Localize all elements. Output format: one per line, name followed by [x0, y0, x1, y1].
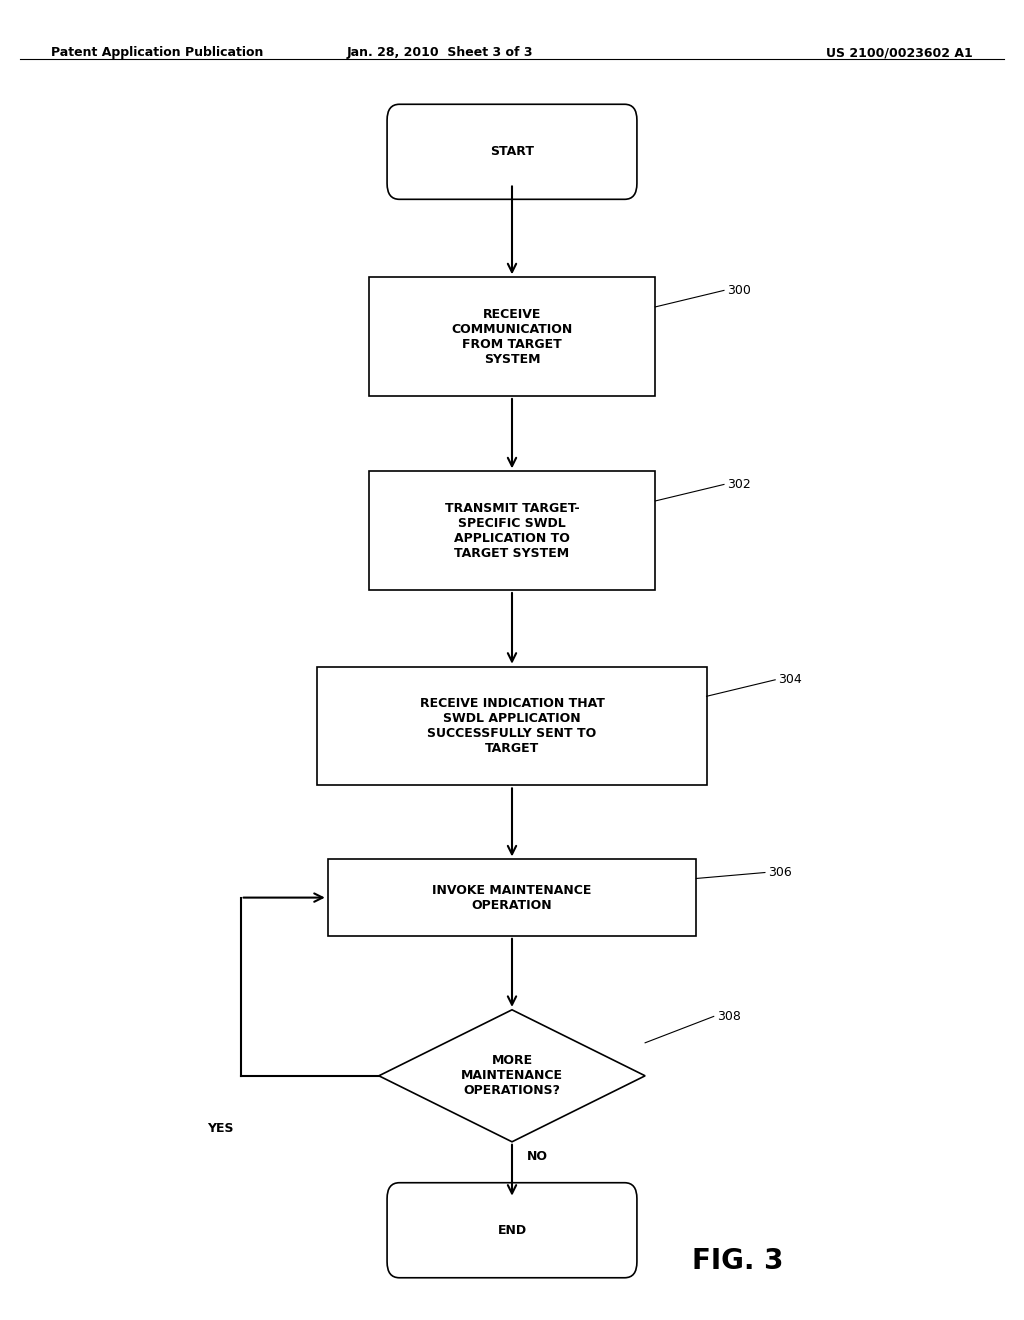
Text: 306: 306: [768, 866, 792, 879]
Text: Jan. 28, 2010  Sheet 3 of 3: Jan. 28, 2010 Sheet 3 of 3: [347, 46, 534, 59]
Text: 304: 304: [778, 673, 802, 686]
Text: MORE
MAINTENANCE
OPERATIONS?: MORE MAINTENANCE OPERATIONS?: [461, 1055, 563, 1097]
Text: YES: YES: [207, 1122, 233, 1135]
Bar: [369, 277, 655, 396]
Text: INVOKE MAINTENANCE
OPERATION: INVOKE MAINTENANCE OPERATION: [432, 883, 592, 912]
Text: END: END: [498, 1224, 526, 1237]
Text: RECEIVE INDICATION THAT
SWDL APPLICATION
SUCCESSFULLY SENT TO
TARGET: RECEIVE INDICATION THAT SWDL APPLICATION…: [420, 697, 604, 755]
FancyBboxPatch shape: [387, 104, 637, 199]
Text: 302: 302: [727, 478, 751, 491]
Text: FIG. 3: FIG. 3: [691, 1246, 783, 1275]
Text: START: START: [490, 145, 534, 158]
Bar: [317, 667, 707, 785]
Text: US 2100/0023602 A1: US 2100/0023602 A1: [826, 46, 973, 59]
Bar: [328, 859, 696, 936]
Text: RECEIVE
COMMUNICATION
FROM TARGET
SYSTEM: RECEIVE COMMUNICATION FROM TARGET SYSTEM: [452, 308, 572, 366]
FancyBboxPatch shape: [387, 1183, 637, 1278]
Bar: [369, 471, 655, 590]
Text: 300: 300: [727, 284, 751, 297]
Text: 308: 308: [717, 1010, 740, 1023]
Text: Patent Application Publication: Patent Application Publication: [51, 46, 263, 59]
Text: NO: NO: [527, 1151, 548, 1163]
Text: TRANSMIT TARGET-
SPECIFIC SWDL
APPLICATION TO
TARGET SYSTEM: TRANSMIT TARGET- SPECIFIC SWDL APPLICATI…: [444, 502, 580, 560]
Polygon shape: [379, 1010, 645, 1142]
